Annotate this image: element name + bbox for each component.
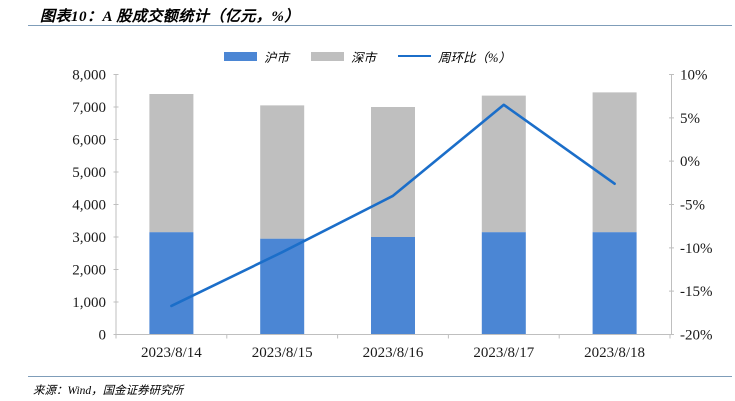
axis-ticks: [113, 74, 674, 339]
figure-title: 图表10：A 股成交额统计（亿元，%）: [40, 9, 300, 25]
bar-segment-shanghai: [481, 232, 526, 335]
legend-label-shenzhen: 深市: [351, 50, 377, 65]
bar-segment-shenzhen: [592, 92, 637, 233]
y-axis-right-tick-label: -5%: [680, 198, 705, 214]
bar-segment-shenzhen: [149, 94, 194, 233]
legend-label-shanghai: 沪市: [264, 50, 290, 65]
y-axis-right-tick-label: 5%: [680, 111, 700, 127]
y-axis-left-tick-label: 5,000: [72, 165, 106, 181]
line-series-wow-change: [170, 103, 616, 308]
bar-segment-shanghai: [592, 232, 637, 335]
y-axis-left-tick-label: 3,000: [72, 230, 106, 246]
footer-divider: [28, 376, 732, 377]
bar-segment-shanghai: [149, 232, 194, 335]
y-axis-left-tick-label: 6,000: [72, 133, 106, 149]
x-axis-category-label: 2023/8/17: [473, 345, 534, 361]
legend-item-wow-change: 周环比（%）: [398, 47, 511, 66]
y-axis-right-tick-label: 0%: [680, 154, 700, 170]
y-axis-right-tick-label: 10%: [680, 68, 708, 84]
x-axis-category-label: 2023/8/14: [141, 345, 202, 361]
legend-label-wow-change: 周环比（%）: [438, 50, 511, 65]
y-axis-right-tick-label: -15%: [680, 284, 713, 300]
bar-segment-shenzhen: [371, 107, 415, 237]
y-axis-left-tick-label: 4,000: [72, 198, 106, 214]
bar-segment-shanghai: [260, 238, 305, 335]
x-axis-category-label: 2023/8/16: [363, 345, 424, 361]
legend-swatch-blue-bar: [224, 51, 258, 61]
bar-segment-shenzhen: [260, 105, 305, 239]
y-axis-right-tick-label: -10%: [680, 241, 713, 257]
legend-swatch-gray-bar: [311, 51, 345, 61]
legend-swatch-line: [398, 54, 432, 58]
legend-item-shenzhen: 深市: [311, 47, 376, 66]
title-divider: [28, 25, 732, 26]
bar-segment-shanghai: [371, 237, 415, 335]
y-axis-left-tick-label: 7,000: [72, 100, 106, 116]
legend-item-shanghai: 沪市: [224, 47, 289, 66]
y-axis-right-tick-label: -20%: [680, 328, 713, 344]
x-axis-category-label: 2023/8/18: [584, 345, 645, 361]
y-axis-left-tick-label: 2,000: [72, 263, 106, 279]
chart-legend: 沪市 深市 周环比（%）: [0, 47, 735, 65]
y-axis-left-tick-label: 0: [99, 328, 107, 344]
y-axis-left-tick-label: 8,000: [72, 68, 106, 84]
source-note: 来源：Wind，国金证券研究所: [33, 385, 184, 397]
x-axis-category-label: 2023/8/15: [252, 345, 313, 361]
y-axis-left-tick-label: 1,000: [72, 295, 106, 311]
